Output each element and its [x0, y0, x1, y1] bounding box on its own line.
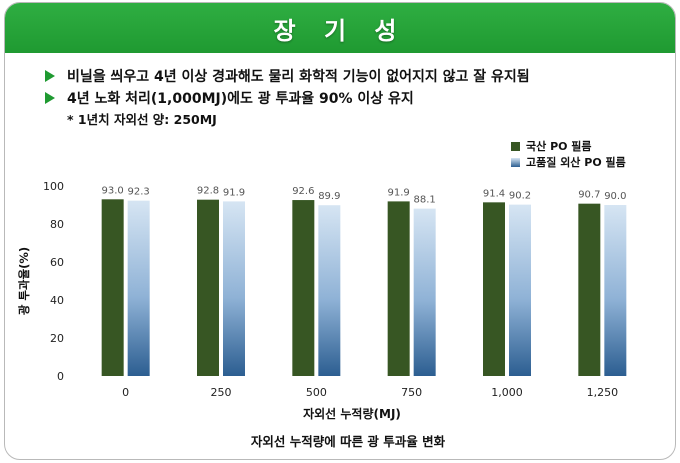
bar-foreign	[127, 200, 150, 376]
y-tick-label: 100	[43, 180, 64, 193]
footnote: * 1년치 자외선 양: 250MJ	[67, 112, 217, 127]
bullet-text: 4년 노화 처리(1,000MJ)에도 광 투과율 90% 이상 유지	[67, 91, 414, 107]
data-label: 90.0	[604, 191, 626, 202]
bar-foreign	[413, 208, 436, 376]
data-label: 91.4	[483, 188, 505, 199]
chart-legend: 국산 PO 필름 고품질 외산 PO 필름	[511, 138, 626, 170]
plot-area: 0 20 40 60 80 100 93.0 92.3 0 92.8 91.9 250 92.6 89.9…	[43, 180, 626, 399]
bar-domestic	[483, 202, 505, 376]
bar-foreign	[509, 204, 531, 376]
data-label: 90.2	[509, 191, 531, 202]
y-axis-title: 광 투과율(%)	[17, 247, 31, 315]
data-label: 91.9	[388, 187, 410, 198]
data-label: 93.0	[102, 185, 124, 196]
bar-domestic	[292, 200, 315, 376]
x-tick-label: 1,250	[587, 386, 619, 399]
bar-foreign	[604, 205, 627, 376]
x-tick-label: 750	[401, 386, 422, 399]
bar-domestic	[387, 201, 410, 376]
bar-foreign	[318, 205, 341, 376]
y-tick-label: 0	[57, 370, 64, 383]
bullet-text: 비닐을 씌우고 4년 이상 경과해도 물리 화학적 기능이 없어지지 않고 잘 …	[67, 69, 530, 85]
data-label: 92.3	[128, 187, 150, 198]
y-tick-label: 40	[50, 294, 64, 307]
bar-domestic	[578, 203, 601, 376]
y-tick-label: 20	[50, 332, 64, 345]
x-tick-label: 0	[122, 386, 129, 399]
legend-item-domestic: 국산 PO 필름	[511, 138, 626, 154]
x-tick-label: 500	[306, 386, 327, 399]
bar-domestic	[101, 199, 124, 376]
data-label: 92.8	[197, 186, 219, 197]
bullet-list: 비닐을 씌우고 4년 이상 경과해도 물리 화학적 기능이 없어지지 않고 잘 …	[45, 65, 665, 131]
data-label: 91.9	[223, 187, 245, 198]
y-tick-label: 60	[50, 256, 64, 269]
y-tick-label: 80	[50, 218, 64, 231]
data-label: 88.1	[414, 195, 436, 206]
bar-domestic	[197, 199, 219, 376]
data-label: 90.7	[578, 190, 600, 201]
x-tick-label: 250	[211, 386, 232, 399]
legend-swatch-domestic	[511, 141, 520, 151]
legend-swatch-foreign	[511, 157, 520, 167]
triangle-bullet-icon	[45, 70, 55, 82]
legend-item-foreign: 고품질 외산 PO 필름	[511, 154, 626, 170]
x-tick-label: 1,000	[491, 386, 523, 399]
banner-title: 장 기 성	[273, 16, 407, 45]
data-label: 92.6	[292, 186, 314, 197]
legend-label-domestic: 국산 PO 필름	[526, 140, 592, 153]
bar-foreign	[223, 201, 245, 376]
bullet-item: 비닐을 씌우고 4년 이상 경과해도 물리 화학적 기능이 없어지지 않고 잘 …	[45, 65, 665, 87]
legend-label-foreign: 고품질 외산 PO 필름	[526, 156, 626, 169]
triangle-bullet-icon	[45, 92, 55, 104]
bullet-item: 4년 노화 처리(1,000MJ)에도 광 투과율 90% 이상 유지	[45, 87, 665, 109]
x-axis-title: 자외선 누적량(MJ)	[303, 406, 401, 421]
title-banner: 장 기 성	[5, 3, 675, 53]
data-label: 89.9	[318, 191, 340, 202]
chart-caption: 자외선 누적량에 따른 광 투과율 변화	[251, 434, 446, 449]
